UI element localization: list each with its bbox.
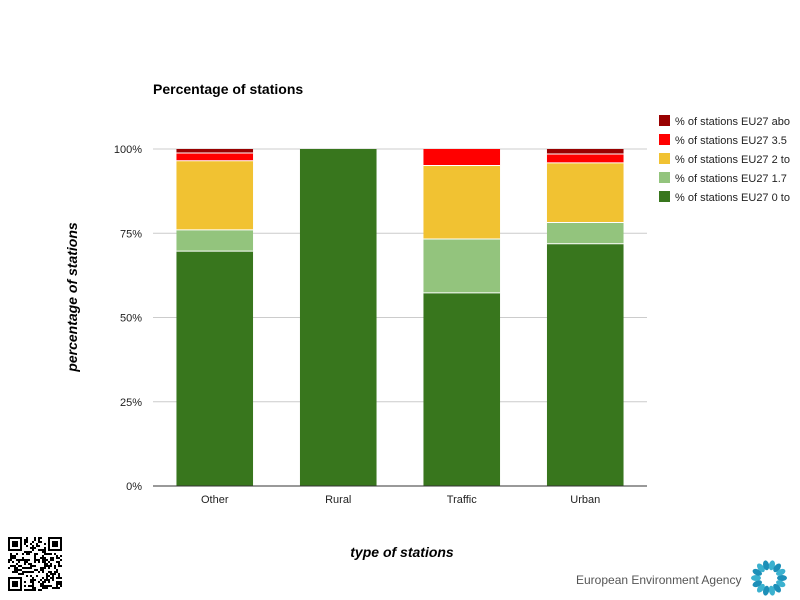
legend-swatch <box>659 134 670 145</box>
y-tick-label: 100% <box>114 144 142 156</box>
agency-name: European Environment Agency <box>576 573 741 587</box>
bar-segment <box>423 238 501 293</box>
bar-segment <box>176 149 254 154</box>
y-tick-label: 50% <box>120 313 142 325</box>
x-axis-title: type of stations <box>350 544 454 560</box>
bar-segment <box>546 162 624 223</box>
y-tick-label: 25% <box>120 397 142 409</box>
bar-segment <box>423 149 501 166</box>
bar-segment <box>546 222 624 244</box>
y-ticks: 0% 25% 50% 75% 100% <box>114 144 142 493</box>
x-tick-label: Urban <box>570 494 600 506</box>
bar-segment <box>546 154 624 163</box>
x-tick-label: Rural <box>325 494 351 506</box>
legend: % of stations EU27 abo % of stations EU27… <box>659 115 790 204</box>
legend-swatch <box>659 115 670 126</box>
y-tick-label: 0% <box>126 481 142 493</box>
y-tick-label: 75% <box>120 228 142 240</box>
bar-segment <box>299 149 377 486</box>
legend-label: % of stations EU27 0 to <box>675 192 790 204</box>
legend-swatch <box>659 191 670 202</box>
chart-title: Percentage of stations <box>153 81 303 97</box>
x-ticks: Other Rural Traffic Urban <box>201 494 600 506</box>
bar-segment <box>546 243 624 486</box>
bar-segment <box>423 292 501 486</box>
qr-code-icon <box>8 537 62 591</box>
bars <box>176 149 624 486</box>
y-axis-title: percentage of stations <box>64 222 80 373</box>
legend-swatch <box>659 153 670 164</box>
x-tick-label: Other <box>201 494 229 506</box>
legend-label: % of stations EU27 1.7 <box>675 173 787 185</box>
legend-label: % of stations EU27 abo <box>675 116 790 128</box>
bar-segment <box>546 149 624 155</box>
bar-segment <box>176 153 254 161</box>
bar-segment <box>176 251 254 486</box>
eea-logo-icon <box>751 560 787 596</box>
x-tick-label: Traffic <box>447 494 477 506</box>
legend-label: % of stations EU27 3.5 <box>675 135 787 147</box>
bar-segment <box>423 165 501 239</box>
bar-segment <box>176 229 254 252</box>
legend-swatch <box>659 172 670 183</box>
bar-segment <box>176 160 254 230</box>
legend-label: % of stations EU27 2 to <box>675 154 790 166</box>
